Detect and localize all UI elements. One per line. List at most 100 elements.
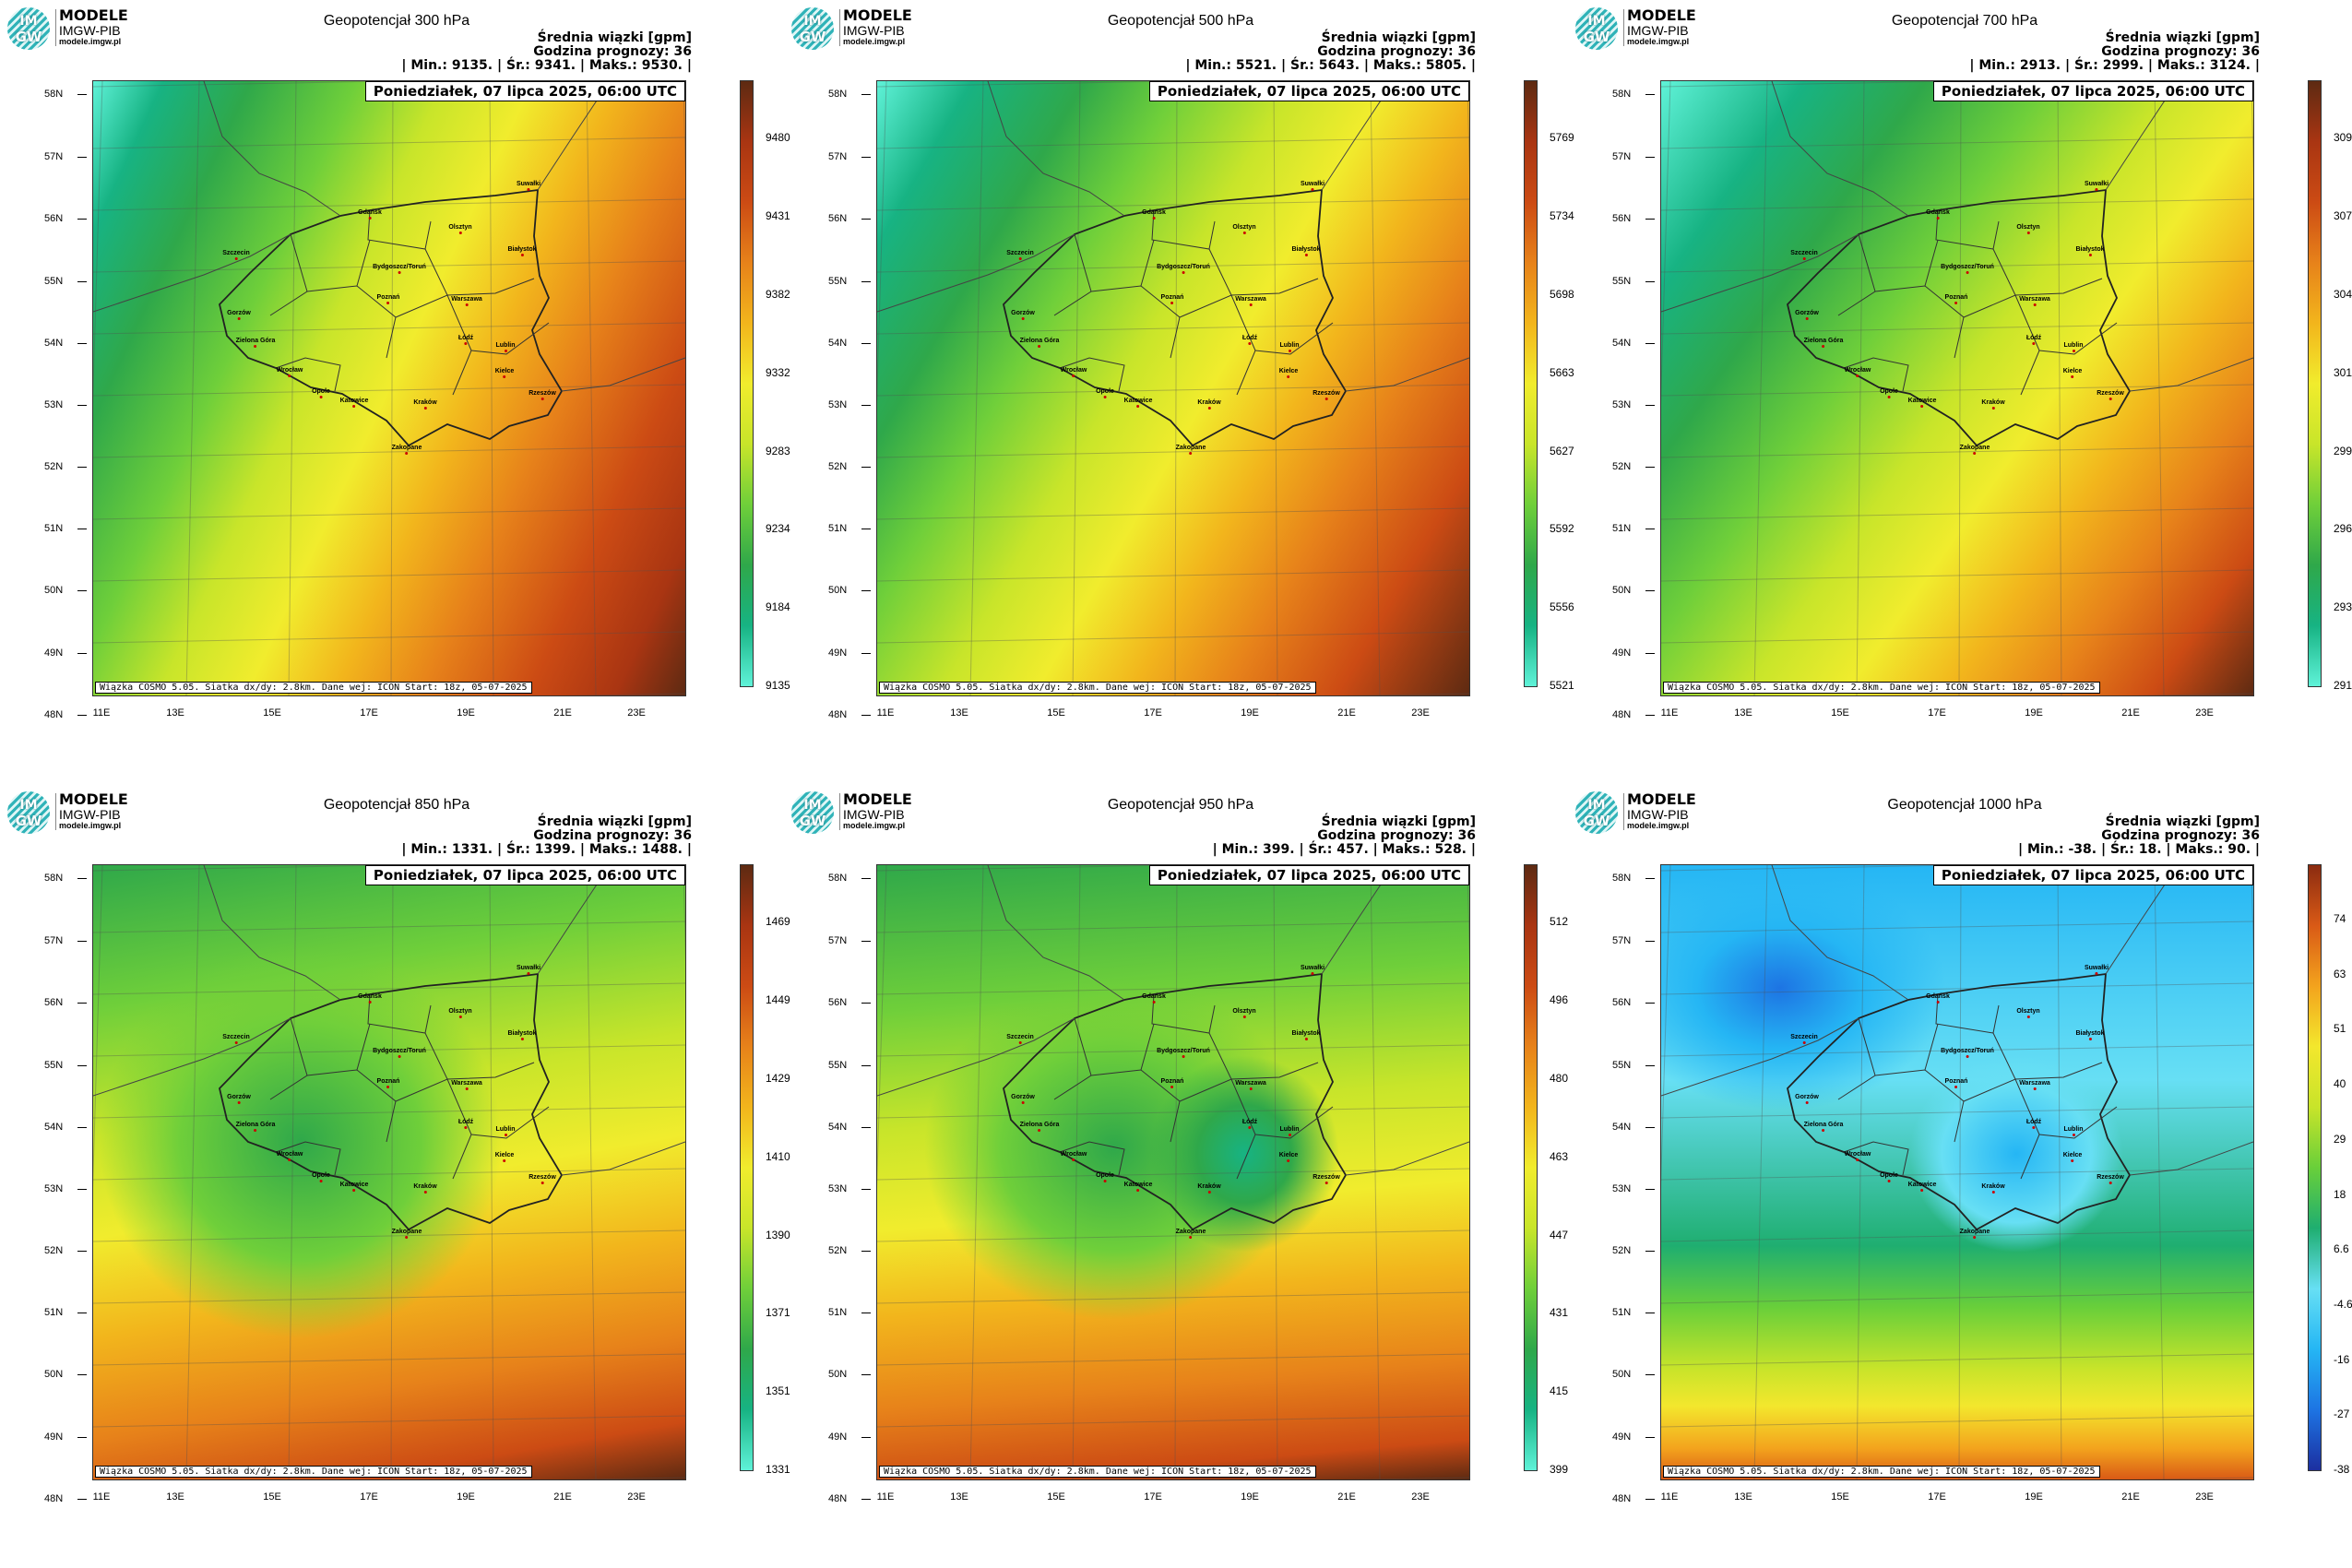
colorbar-tick: -4.6 <box>2334 1297 2352 1311</box>
latitude-label: 50N <box>1612 585 1656 596</box>
voivodeship-border <box>1837 233 1876 316</box>
meridian-line <box>489 865 494 1479</box>
latitude-label: 58N <box>1612 873 1656 884</box>
parallel-line <box>1661 1168 2253 1181</box>
parallel-line <box>93 507 685 520</box>
badge-top-text: IM <box>19 798 38 813</box>
meridian-line <box>1072 81 1081 695</box>
logo-name: MODELE <box>843 790 912 808</box>
logo-text: MODELE IMGW-PIB modele.imgw.pl <box>1627 7 1696 47</box>
colorbar-tick: 1390 <box>766 1228 790 1241</box>
logo-org: IMGW-PIB <box>1627 806 1689 822</box>
forecast-hour: Godzina prognozy: 36 <box>1317 44 1476 59</box>
city-label: Rzeszów <box>529 1174 556 1181</box>
latitude-label: 55N <box>44 276 88 287</box>
imgw-logo[interactable]: IM GW MODELE IMGW-PIB modele.imgw.pl <box>2 786 205 836</box>
logo-name: MODELE <box>1627 790 1696 808</box>
latitude-label: 54N <box>828 338 872 349</box>
city-label: Zielona Góra <box>1803 338 1844 344</box>
imgw-logo[interactable]: IM GW MODELE IMGW-PIB modele.imgw.pl <box>1570 2 1773 52</box>
imgw-logo[interactable]: IM GW MODELE IMGW-PIB modele.imgw.pl <box>786 2 989 52</box>
parallel-line <box>1661 1291 2253 1304</box>
longitude-label: 19E <box>1241 707 1259 719</box>
parallel-line <box>93 1291 685 1304</box>
latitude-label: 56N <box>828 997 872 1008</box>
stats-block: Średnia wiązki [gpm] Godzina prognozy: 36… <box>401 31 692 73</box>
neighbour-borders <box>93 81 685 392</box>
colorbar-tick: 1429 <box>766 1071 790 1085</box>
latitude-label: 53N <box>828 1183 872 1194</box>
latitude-label: 49N <box>828 1431 872 1443</box>
parallel-line <box>93 322 685 335</box>
logo-divider <box>839 793 840 830</box>
stats-block: Średnia wiązki [gpm] Godzina prognozy: 36… <box>401 815 692 857</box>
city-label: Katowice <box>1907 1182 1937 1188</box>
longitude-label: 17E <box>1144 1491 1162 1503</box>
logo-site: modele.imgw.pl <box>1627 36 1690 46</box>
latitude-label: 58N <box>828 89 872 100</box>
logo-site: modele.imgw.pl <box>59 820 122 830</box>
colorbar-tick: 480 <box>1550 1071 1569 1085</box>
parallel-line <box>93 1415 685 1428</box>
city-label: Łódź <box>2025 335 2042 341</box>
valid-date: Poniedziałek, 07 lipca 2025, 06:00 UTC <box>1148 865 1469 885</box>
colorbar-tick: 1351 <box>766 1384 790 1398</box>
city-label: Rzeszów <box>529 390 556 397</box>
logo-name: MODELE <box>843 6 912 24</box>
longitude-label: 13E <box>166 1491 184 1503</box>
city-label: Opole <box>1880 388 1898 395</box>
parallel-line <box>1661 322 2253 335</box>
parallel-line <box>1661 569 2253 582</box>
logo-text: MODELE IMGW-PIB modele.imgw.pl <box>1627 791 1696 831</box>
poland-border <box>219 972 564 1231</box>
latitude-label: 54N <box>1612 1122 1656 1133</box>
model-footer: Wiązka COSMO 5.05. Siatka dx/dy: 2.8km. … <box>1663 682 2100 694</box>
longitude-label: 21E <box>2121 707 2140 719</box>
voivodeship-border <box>395 1078 472 1180</box>
imgw-logo[interactable]: IM GW MODELE IMGW-PIB modele.imgw.pl <box>1570 786 1773 836</box>
colorbar-tick: 415 <box>1550 1384 1569 1398</box>
logo-text: MODELE IMGW-PIB modele.imgw.pl <box>843 7 912 47</box>
longitude-label: 15E <box>263 1491 281 1503</box>
meridian-line <box>2057 81 2062 695</box>
city-label: Katowice <box>1907 398 1937 404</box>
city-label: Kraków <box>1197 399 1221 406</box>
city-label: Bydgoszcz/Toruń <box>1941 264 1994 270</box>
colorbar-tick: 399 <box>1550 1463 1569 1476</box>
valid-date: Poniedziałek, 07 lipca 2025, 06:00 UTC <box>1932 81 2253 101</box>
latitude-label: 53N <box>44 399 88 410</box>
city-label: Szczecin <box>1790 1034 1818 1040</box>
map-panel: IM GW MODELE IMGW-PIB modele.imgw.pl Geopoten… <box>1568 784 2352 1568</box>
meridian-line <box>1856 865 1865 1479</box>
stats-block: Średnia wiązki [gpm] Godzina prognozy: 36… <box>1969 31 2260 73</box>
meridian-line <box>1753 81 1768 695</box>
forecast-map[interactable]: Gdańsk Olsztyn Szczecin Białystok Bydgoszcz/… <box>1660 80 2254 696</box>
imgw-logo[interactable]: IM GW MODELE IMGW-PIB modele.imgw.pl <box>2 2 205 52</box>
latitude-label: 50N <box>44 585 88 596</box>
colorbar-tick: 1469 <box>766 915 790 929</box>
voivodeship-border <box>1935 993 2000 1034</box>
voivodeship-border <box>1140 1023 1155 1071</box>
stats-block: Średnia wiązki [gpm] Godzina prognozy: 36… <box>2018 815 2260 857</box>
forecast-map[interactable]: Gdańsk Olsztyn Szczecin Białystok Bydgoszcz/… <box>92 864 686 1480</box>
latitude-label: 56N <box>1612 997 1656 1008</box>
city-label: Olsztyn <box>448 224 472 231</box>
forecast-map[interactable]: Gdańsk Olsztyn Szczecin Białystok Bydgoszcz/… <box>876 864 1470 1480</box>
city-label: Gorzów <box>227 310 251 316</box>
city-label: Suwałki <box>1300 181 1325 187</box>
parallel-line <box>93 445 685 458</box>
longitude-label: 13E <box>950 707 968 719</box>
forecast-map[interactable]: Gdańsk Olsztyn Szczecin Białystok Bydgoszcz/… <box>1660 864 2254 1480</box>
meridian-line <box>1467 865 1469 962</box>
city-label: Kraków <box>1197 1183 1221 1190</box>
imgw-logo[interactable]: IM GW MODELE IMGW-PIB modele.imgw.pl <box>786 786 989 836</box>
parallel-line <box>93 198 685 211</box>
colorbar-tick: 5627 <box>1550 444 1574 457</box>
longitude-label: 11E <box>876 707 895 719</box>
longitude-label: 11E <box>876 1491 895 1503</box>
forecast-map[interactable]: Gdańsk Olsztyn Szczecin Białystok Bydgoszcz/… <box>92 80 686 696</box>
colorbar-tick: 447 <box>1550 1228 1569 1241</box>
longitude-label: 17E <box>360 1491 378 1503</box>
poland-border <box>1003 972 1348 1231</box>
forecast-map[interactable]: Gdańsk Olsztyn Szczecin Białystok Bydgoszcz/… <box>876 80 1470 696</box>
